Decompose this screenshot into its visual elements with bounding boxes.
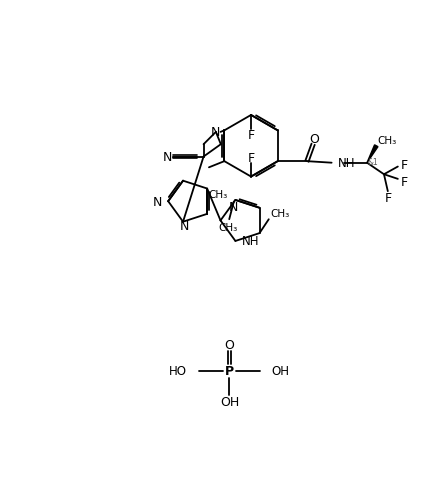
Polygon shape [367,146,378,164]
Text: O: O [310,132,320,145]
Text: N: N [211,126,220,139]
Text: N: N [180,220,189,233]
Text: F: F [401,158,408,171]
Text: CH₃: CH₃ [378,136,397,145]
Text: OH: OH [220,395,239,408]
Text: CH₃: CH₃ [209,189,228,199]
Text: O: O [224,338,234,351]
Text: CH₃: CH₃ [270,209,290,219]
Text: NH: NH [241,235,259,248]
Text: P: P [225,364,234,378]
Text: N: N [163,151,172,164]
Text: F: F [401,175,408,188]
Text: F: F [248,129,255,142]
Text: &1: &1 [368,157,379,166]
Text: CH₃: CH₃ [218,223,237,232]
Text: N: N [229,200,239,213]
Text: F: F [248,151,255,165]
Text: N: N [152,195,162,208]
Text: OH: OH [272,364,290,378]
Text: NH: NH [338,157,355,170]
Text: HO: HO [169,364,187,378]
Text: F: F [384,192,392,204]
